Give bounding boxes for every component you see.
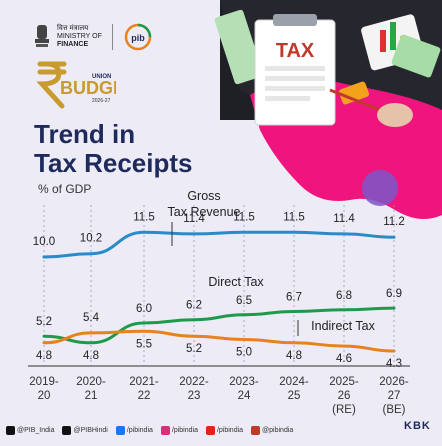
youtube-icon [205, 425, 215, 435]
budget-year: 2026-27 [92, 98, 111, 104]
data-label: 4.8 [36, 350, 52, 362]
x-tick-label: 2024-25 [279, 376, 309, 402]
budget-union: UNION [92, 74, 111, 80]
title-line2: Tax Receipts [34, 148, 193, 178]
social-link[interactable]: /pibindia [160, 425, 198, 435]
social-link[interactable]: @pibindia [251, 425, 294, 435]
data-label: 10.2 [80, 233, 102, 245]
pib-text: pib [131, 33, 145, 43]
series-name-gross-tax-revenue: Gross Tax Revenue [168, 189, 241, 219]
pib-logo: pib [124, 23, 152, 51]
data-label: 5.5 [136, 338, 152, 350]
social-handle: @PIBHindi [73, 426, 108, 434]
series-line-indirect-tax [42, 329, 396, 353]
data-label: 5.2 [36, 316, 52, 328]
x-tick-label: 2026-27 (BE) [379, 376, 409, 416]
data-label: 11.5 [233, 211, 255, 223]
ministry-line1: MINISTRY OF [57, 33, 102, 40]
x-tick-label: 2020-21 [76, 376, 106, 402]
social-link[interactable]: @PIB_India [6, 425, 55, 435]
tax-word: TAX [276, 40, 315, 62]
data-label: 6.2 [186, 300, 202, 312]
data-label: 6.9 [386, 288, 402, 300]
data-label: 6.5 [236, 295, 252, 307]
series-name-indirect-tax: Indirect Tax [311, 319, 375, 333]
x-tick-label: 2022-23 [179, 376, 209, 402]
ministry-line2: FINANCE [57, 41, 89, 48]
data-label: 11.2 [383, 216, 405, 228]
social-handle: /pibindia [171, 426, 198, 434]
rupee-icon [36, 61, 67, 109]
x-icon [62, 425, 72, 435]
x-tick-label: 2019-20 [29, 376, 59, 402]
data-label: 11.4 [183, 213, 205, 225]
data-label: 11.4 [333, 213, 355, 225]
x-tick-label: 2023-24 [229, 376, 259, 402]
page-title: Trend in Tax Receipts [34, 120, 192, 178]
facebook-icon [115, 425, 125, 435]
social-handle: @pibindia [262, 426, 294, 434]
tax-illustration: TAX [214, 0, 442, 219]
x-tick-label: 2025-26 (RE) [329, 376, 359, 416]
data-label: 4.8 [83, 350, 99, 362]
x-tick-label: 2021-22 [129, 376, 159, 402]
ministry-hindi: वित्त मंत्रालय [57, 25, 89, 32]
chart-subtitle: % of GDP [38, 182, 92, 196]
data-label: 6.8 [336, 290, 352, 302]
emblem-icon [35, 25, 49, 47]
data-label: 10.0 [33, 236, 55, 248]
series-line-gross-tax-revenue [42, 230, 396, 259]
series-name-direct-tax: Direct Tax [208, 275, 264, 289]
data-label: 11.5 [133, 211, 155, 223]
instagram-icon [160, 425, 170, 435]
data-label: 5.0 [236, 347, 252, 359]
social-handle: /pibindia [216, 426, 244, 434]
social-link[interactable]: /pibindia [115, 425, 153, 435]
social-handle: @PIB_India [17, 426, 55, 434]
data-label: 4.8 [286, 350, 302, 362]
credit-kbk: KBK [404, 420, 431, 432]
ministry-of-finance: वित्त मंत्रालय MINISTRY OF FINANCE [57, 25, 102, 49]
data-label: 5.2 [186, 343, 202, 355]
footer-social-links: @PIB_India @PIBHindi/pibindia/pibindia/pi… [0, 420, 442, 440]
social-link[interactable]: @PIBHindi [62, 425, 108, 435]
header-divider [111, 24, 113, 50]
series-line-direct-tax [42, 306, 396, 345]
data-label: 5.4 [83, 312, 100, 324]
title-line1: Trend in [34, 119, 136, 149]
header-logos: वित्त मंत्रालय MINISTRY OF FINANCE pib [33, 22, 153, 52]
data-label: 6.7 [286, 291, 302, 303]
data-label: 4.3 [386, 358, 402, 370]
data-label: 4.6 [336, 353, 352, 365]
data-label: 6.0 [136, 303, 152, 315]
data-label: 11.5 [283, 211, 305, 223]
kooapp-icon [251, 425, 261, 435]
social-handle: /pibindia [126, 426, 153, 434]
social-link[interactable]: /pibindia [205, 425, 244, 435]
x-icon [6, 425, 15, 435]
